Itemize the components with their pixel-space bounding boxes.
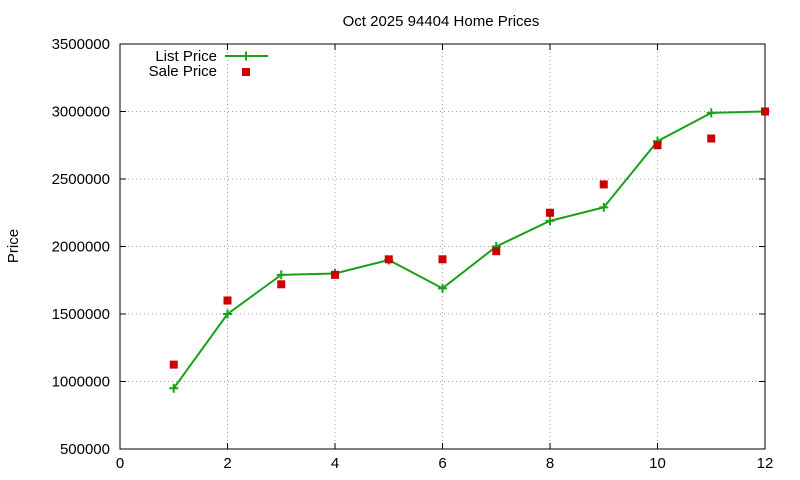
x-tick-label: 8 bbox=[546, 455, 554, 472]
sale-price-point bbox=[438, 255, 447, 264]
list-price-point bbox=[438, 283, 447, 293]
y-tick-label: 3500000 bbox=[52, 36, 110, 53]
chart-title: Oct 2025 94404 Home Prices bbox=[343, 13, 540, 30]
sale-price-point bbox=[384, 255, 393, 264]
list-price-point bbox=[706, 108, 716, 118]
sale-price-point bbox=[169, 360, 178, 369]
list-price-point bbox=[545, 216, 555, 226]
y-tick-label: 2000000 bbox=[52, 239, 110, 256]
sale-price-point bbox=[761, 107, 769, 116]
y-tick-label: 500000 bbox=[60, 441, 110, 458]
legend-marker-list-price bbox=[241, 51, 251, 61]
sale-price-point bbox=[546, 208, 554, 217]
list-price-point bbox=[223, 309, 232, 319]
y-tick-label: 2500000 bbox=[52, 171, 110, 188]
legend-label-sale-price: Sale Price bbox=[149, 63, 217, 80]
y-tick-label: 1500000 bbox=[52, 306, 110, 323]
y-tick-label: 3000000 bbox=[52, 104, 110, 121]
sale-price-point bbox=[707, 134, 716, 143]
list-price-line bbox=[172, 110, 766, 389]
sale-price-point bbox=[223, 296, 232, 305]
x-tick-label: 12 bbox=[757, 455, 774, 472]
legend-label-list-price: List Price bbox=[155, 48, 217, 65]
x-tick-label: 0 bbox=[116, 455, 124, 472]
x-tick-label: 2 bbox=[223, 455, 231, 472]
list-price-point bbox=[276, 270, 286, 280]
x-tick-label: 4 bbox=[331, 455, 339, 472]
sale-price-point bbox=[277, 280, 286, 289]
sale-price-point bbox=[653, 141, 662, 150]
y-axis: 500000 1000000 1500000 2000000 2500000 300000… bbox=[52, 36, 765, 458]
x-tick-label: 10 bbox=[649, 455, 666, 472]
sale-price-point bbox=[492, 247, 501, 256]
list-price-point bbox=[169, 383, 179, 393]
x-axis: 0 2 4 6 8 10 12 bbox=[116, 44, 774, 472]
sale-price-point bbox=[599, 180, 608, 189]
y-tick-label: 1000000 bbox=[52, 374, 110, 391]
series-layer bbox=[169, 107, 770, 393]
legend-marker-sale-price bbox=[242, 68, 250, 76]
sale-price-point bbox=[331, 270, 339, 279]
y-axis-label: Price bbox=[5, 229, 22, 263]
x-tick-label: 6 bbox=[438, 455, 446, 472]
list-price-point bbox=[599, 202, 609, 212]
grid-lines bbox=[120, 44, 765, 449]
